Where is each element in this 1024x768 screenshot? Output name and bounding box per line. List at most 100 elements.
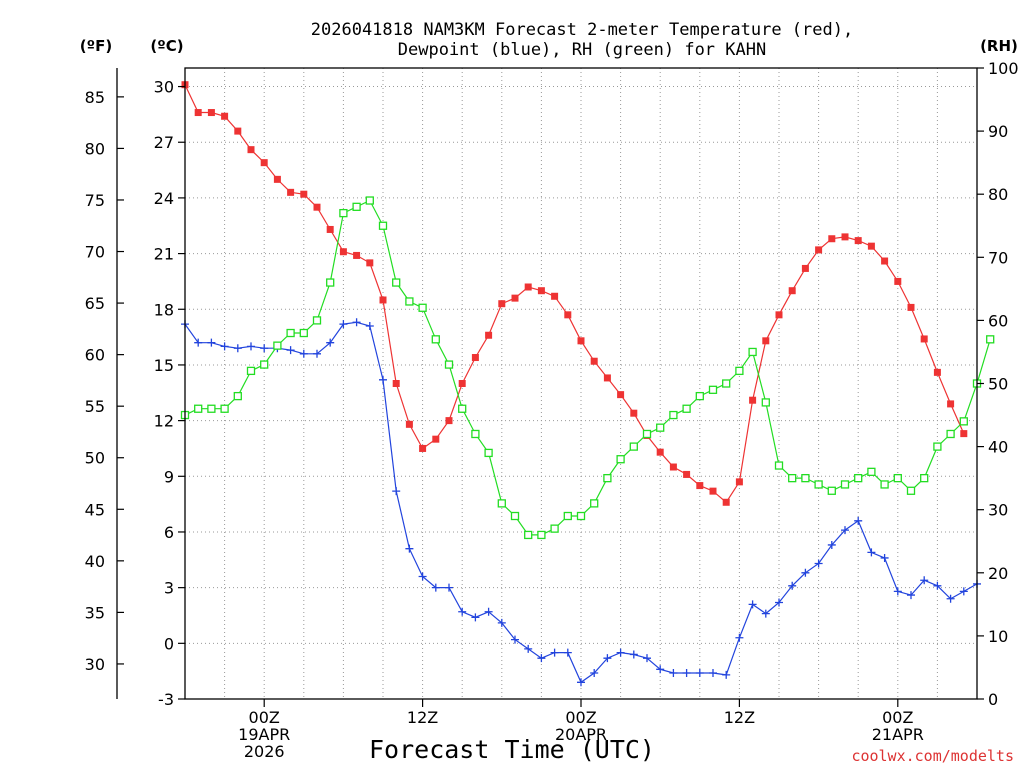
dewpoint-point [801, 568, 810, 577]
temperature-point [683, 470, 691, 478]
dewpoint-point [827, 540, 836, 549]
dewpoint-point [458, 607, 467, 616]
temperature-point [392, 380, 400, 387]
temperature-point [920, 335, 928, 343]
rh-point [563, 511, 572, 521]
temperature-point [828, 235, 836, 243]
temperature-point [537, 287, 545, 295]
celsius-tick-label: -3 [158, 690, 174, 709]
rh-point [854, 473, 863, 483]
rh-point [207, 404, 216, 413]
temperature-point [432, 435, 440, 443]
rh-point [299, 328, 308, 338]
rh-point [339, 208, 348, 218]
rh-point [656, 423, 665, 432]
chart-title: 2026041818 NAM3KM Forecast 2-meter Tempe… [311, 20, 853, 40]
rh-point [286, 328, 295, 338]
rh-point [801, 473, 810, 483]
temperature-point [762, 337, 770, 345]
dewpoint-point [392, 487, 401, 496]
temperature-point [775, 311, 783, 319]
fahrenheit-tick-label: 65 [85, 294, 105, 313]
rh-tick-label: 100 [988, 59, 1019, 78]
rh-point [722, 379, 731, 388]
fahrenheit-tick-label: 40 [85, 552, 105, 571]
temperature-point [313, 203, 321, 211]
dewpoint-point [603, 654, 612, 663]
dewpoint-point [893, 587, 902, 596]
x-tick-label: 21APR [872, 725, 924, 744]
x-tick-label: 00Z [565, 708, 596, 727]
temperature-point [881, 257, 889, 265]
rh-point [814, 480, 823, 489]
celsius-tick-label: 18 [154, 300, 174, 319]
chart-subtitle: Dewpoint (blue), RH (green) for KAHN [398, 40, 766, 60]
dewpoint-point [629, 650, 638, 659]
dewpoint-point [656, 665, 665, 674]
fahrenheit-axis-label: (ºF) [80, 37, 112, 55]
rh-point [471, 429, 480, 439]
temperature-point [405, 420, 413, 428]
dewpoint-point [814, 559, 823, 568]
dewpoint-point [735, 633, 744, 642]
fahrenheit-tick-label: 80 [85, 139, 105, 158]
rh-point [510, 511, 520, 521]
temperature-point [933, 368, 941, 376]
temperature-point [419, 444, 427, 452]
dewpoint-point [775, 598, 783, 607]
temperature-point [630, 409, 638, 417]
rh-point [695, 391, 704, 401]
dewpoint-point [722, 670, 731, 679]
dewpoint-point [682, 669, 691, 678]
dewpoint-point [207, 338, 216, 347]
dewpoint-point [379, 375, 387, 384]
series-layer [180, 81, 995, 687]
dewpoint-point [946, 594, 955, 603]
temperature-point [300, 190, 308, 198]
dewpoint-point [524, 644, 533, 653]
temperature-point [471, 354, 479, 362]
rh-point [484, 448, 493, 458]
rh-point [418, 303, 427, 312]
dewpoint-point [748, 600, 757, 609]
temperature-point [524, 283, 532, 291]
temperature-point [498, 300, 506, 308]
dewpoint-point [563, 648, 572, 657]
temperature-point [696, 482, 704, 490]
celsius-tick-label: 9 [164, 467, 174, 486]
rh-point [920, 473, 929, 483]
rh-point [708, 385, 718, 394]
dewpoint-point [907, 591, 915, 600]
rh-point [629, 442, 638, 451]
temperature-point [260, 159, 268, 167]
labels: 2026041818 NAM3KM Forecast 2-meter Tempe… [80, 20, 1018, 765]
rh-point [194, 404, 203, 413]
rh-point [933, 442, 942, 451]
temperature-point [749, 396, 757, 404]
rh-point [576, 511, 586, 521]
fahrenheit-tick-label: 60 [85, 346, 105, 365]
dewpoint-point [841, 526, 849, 535]
rh-tick-label: 70 [988, 248, 1008, 267]
rh-tick-label: 80 [988, 185, 1008, 204]
temperature-point [947, 400, 955, 408]
dewpoint-point [511, 635, 519, 644]
dewpoint-point [326, 338, 335, 347]
rh-point [986, 335, 995, 344]
temperature-point [841, 233, 849, 241]
rh-point [761, 398, 770, 407]
dewpoint-point [959, 587, 968, 596]
rh-point [312, 316, 322, 325]
dewpoint-point [497, 618, 506, 627]
temperature-point [577, 337, 585, 345]
temperature-point [445, 417, 453, 425]
rh-point [669, 410, 678, 420]
dewpoint-point [695, 669, 704, 678]
dewpoint-point [709, 669, 717, 678]
rh-point [220, 404, 229, 413]
dewpoint-point [405, 544, 414, 553]
temperature-point [551, 292, 559, 300]
dewpoint-point [669, 669, 678, 678]
